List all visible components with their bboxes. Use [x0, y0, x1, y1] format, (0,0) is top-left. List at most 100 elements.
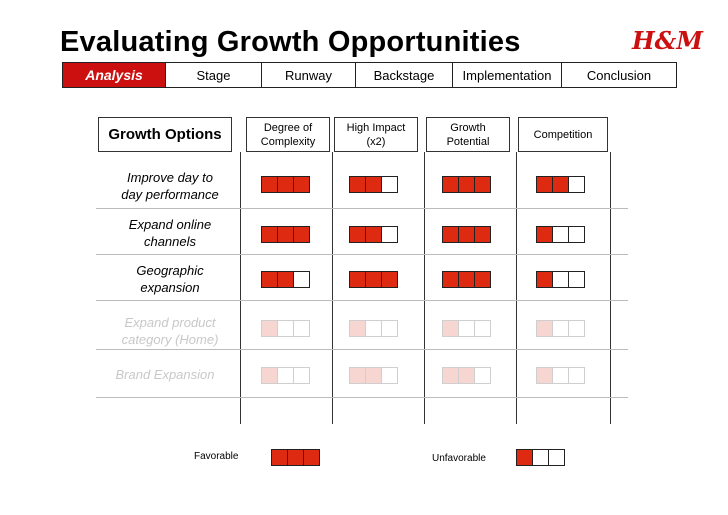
score-cell-filled [349, 320, 366, 337]
row-label-product-category: Expand product category (Home) [106, 314, 234, 348]
score-meter [349, 176, 398, 193]
score-cell-filled [458, 271, 475, 288]
row-label-line: Brand Expansion [115, 367, 215, 382]
page-title: Evaluating Growth Opportunities [60, 26, 521, 58]
score-cell-empty [293, 320, 310, 337]
score-meter [442, 226, 491, 243]
score-meter [442, 367, 491, 384]
row-label-online: Expand online channels [108, 216, 232, 250]
score-cell-empty [548, 449, 565, 466]
score-cell-empty [568, 271, 585, 288]
score-cell-empty [552, 226, 569, 243]
column-divider [516, 152, 517, 424]
score-meter [536, 226, 585, 243]
column-header-line: Degree of [263, 121, 313, 134]
score-cell-filled [536, 176, 553, 193]
score-cell-empty [568, 226, 585, 243]
growth-options-header: Growth Options [98, 117, 232, 152]
score-cell-empty [458, 320, 475, 337]
row-label-geographic: Geographic expansion [108, 262, 232, 296]
score-cell-empty [474, 367, 491, 384]
score-meter [261, 176, 310, 193]
tab-analysis[interactable]: Analysis [62, 62, 166, 88]
tab-stage[interactable]: Stage [165, 62, 262, 88]
score-cell-filled [261, 226, 278, 243]
score-cell-filled [442, 367, 459, 384]
score-cell-filled [261, 176, 278, 193]
column-header-complexity: Degree of Complexity [246, 117, 330, 152]
score-cell-filled [536, 226, 553, 243]
score-meter [261, 320, 310, 337]
column-header-line: High Impact [346, 121, 406, 134]
column-divider [332, 152, 333, 424]
score-cell-filled [349, 176, 366, 193]
row-divider [96, 397, 628, 398]
score-cell-filled [365, 176, 382, 193]
row-label-line: channels [143, 234, 197, 249]
score-cell-filled [442, 320, 459, 337]
score-meter [442, 176, 491, 193]
score-cell-filled [458, 176, 475, 193]
column-divider [610, 152, 611, 424]
score-cell-filled [303, 449, 320, 466]
row-label-line: Expand online [128, 217, 212, 232]
column-divider [424, 152, 425, 424]
score-meter [349, 271, 398, 288]
row-label-line: Geographic [136, 263, 204, 278]
column-header-growth: Growth Potential [426, 117, 510, 152]
score-cell-filled [261, 367, 278, 384]
score-cell-empty [277, 320, 294, 337]
legend-unfavorable-label: Unfavorable [432, 453, 486, 464]
score-cell-filled [516, 449, 533, 466]
row-label-line: category (Home) [121, 332, 219, 347]
score-cell-empty [552, 271, 569, 288]
row-divider [96, 349, 628, 350]
row-label-line: Improve day to [127, 170, 213, 185]
row-divider [96, 254, 628, 255]
row-divider [96, 208, 628, 209]
column-header-line: Competition [533, 128, 593, 141]
row-label-line: expansion [140, 280, 200, 295]
score-meter [536, 367, 585, 384]
score-cell-filled [536, 320, 553, 337]
score-cell-filled [277, 226, 294, 243]
score-meter [349, 226, 398, 243]
column-header-line: Potential [446, 135, 490, 148]
score-meter [442, 320, 491, 337]
score-cell-filled [536, 367, 553, 384]
score-meter [349, 320, 398, 337]
tab-runway[interactable]: Runway [261, 62, 356, 88]
score-cell-filled [293, 226, 310, 243]
score-cell-filled [349, 226, 366, 243]
score-cell-empty [381, 176, 398, 193]
row-divider [96, 300, 628, 301]
legend-favorable-label: Favorable [194, 451, 239, 462]
score-cell-filled [442, 226, 459, 243]
tab-backstage[interactable]: Backstage [355, 62, 453, 88]
column-header-line: Growth [450, 121, 486, 134]
score-meter [536, 271, 585, 288]
score-cell-empty [277, 367, 294, 384]
row-label-line: day performance [121, 187, 219, 202]
score-cell-empty [532, 449, 549, 466]
row-label-brand-expansion: Brand Expansion [100, 366, 230, 383]
column-divider [240, 152, 241, 424]
score-cell-filled [277, 176, 294, 193]
score-cell-empty [568, 176, 585, 193]
score-cell-filled [287, 449, 304, 466]
score-cell-empty [381, 367, 398, 384]
score-cell-empty [365, 320, 382, 337]
score-cell-empty [474, 320, 491, 337]
tab-conclusion[interactable]: Conclusion [561, 62, 677, 88]
score-cell-filled [293, 176, 310, 193]
score-cell-filled [365, 226, 382, 243]
tab-implementation[interactable]: Implementation [452, 62, 562, 88]
column-header-impact: High Impact (x2) [334, 117, 418, 152]
score-cell-empty [568, 367, 585, 384]
score-cell-filled [552, 176, 569, 193]
column-header-line: (x2) [366, 135, 386, 148]
row-label-line: Expand product [124, 315, 216, 330]
row-label-day-to-day: Improve day to day performance [108, 169, 232, 203]
score-cell-filled [349, 367, 366, 384]
score-cell-empty [552, 320, 569, 337]
